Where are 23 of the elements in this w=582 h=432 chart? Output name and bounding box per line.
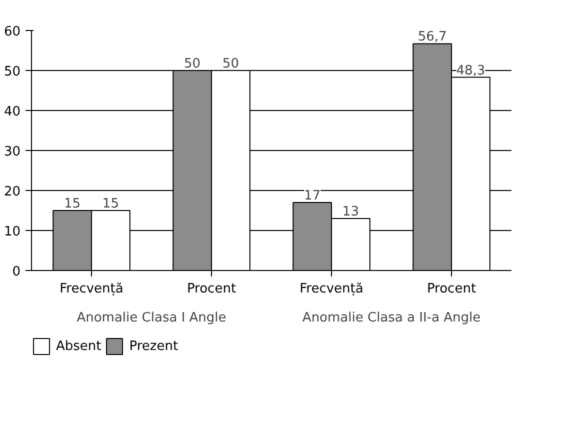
y-tick-label: 60: [4, 24, 21, 40]
legend-label: Absent: [56, 338, 102, 354]
x-tick-label: Procent: [426, 282, 476, 296]
data-label: 50: [222, 56, 239, 72]
y-tick-label: 50: [4, 64, 21, 80]
x-tick-label: Procent: [186, 282, 236, 296]
data-label: 50: [184, 56, 201, 72]
text: Anomalie Clasa a II-a Angle: [302, 310, 481, 326]
data-label: 56,7: [418, 30, 447, 45]
data-label: 15: [102, 196, 119, 212]
legend-label: Prezent: [129, 338, 178, 354]
data-label: 48,3: [456, 63, 486, 78]
y-tick-label: 10: [4, 224, 21, 240]
y-tick-label: 0: [12, 264, 21, 280]
data-label: 15: [64, 196, 81, 212]
text: Anomalie Clasa I Angle: [76, 310, 226, 326]
data-label: 13: [342, 204, 359, 220]
x-tick-label: Frecvență: [300, 282, 364, 296]
y-tick-label: 30: [4, 144, 21, 160]
y-tick-label: 40: [4, 104, 21, 120]
y-tick-label: 20: [4, 184, 21, 200]
x-tick-label: Frecvență: [60, 282, 124, 296]
data-label: 17: [304, 188, 321, 204]
